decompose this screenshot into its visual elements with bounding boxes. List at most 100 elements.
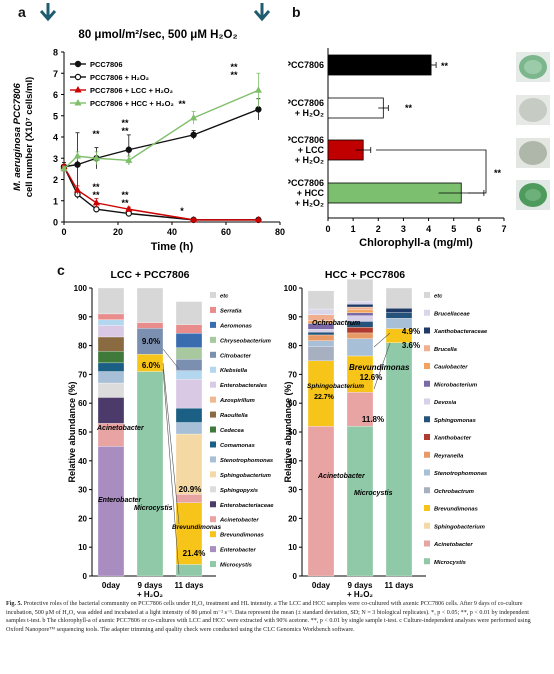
legend-entry: PCC7806 + HCC + H₂O₂: [90, 99, 174, 108]
legend-entry: Brucellaceae: [434, 311, 471, 317]
percent-label: 22.7%: [314, 394, 335, 401]
stacked-segment: [346, 327, 374, 334]
series-pcc7806: [60, 98, 262, 197]
sig-mark: **: [178, 99, 186, 109]
y-tick-label: 30: [78, 486, 87, 495]
arrow-down-icon: [39, 3, 57, 22]
legend-swatch: [210, 321, 216, 328]
stacked-segment: [346, 426, 374, 577]
category-label: + H₂O₂: [295, 108, 324, 118]
bar: [327, 97, 384, 119]
percent-label: 20.9%: [179, 485, 202, 494]
culture-photos: [516, 52, 550, 210]
y-tick-label: 50: [78, 428, 87, 437]
stacked-segment: [97, 319, 125, 326]
legend-entry: Ochrobactrum: [434, 489, 474, 495]
percent-label: 4.9%: [402, 327, 420, 336]
series-pcc7806-h-o-: [60, 163, 262, 224]
stacked-segment: [175, 422, 203, 435]
data-point: [190, 215, 198, 223]
legend-entry: Stenotrophomonas: [220, 458, 274, 464]
legend-entry: Sphingobacterium: [220, 473, 271, 479]
culture-photo: [516, 95, 550, 125]
data-point: [255, 106, 262, 113]
legend-entry: etc: [220, 294, 229, 300]
stacked-segment: [307, 360, 335, 427]
legend-entry: PCC7806: [90, 60, 123, 69]
sig-mark: **: [121, 198, 129, 208]
data-point: [125, 156, 133, 163]
legend-swatch: [424, 398, 430, 405]
legend-entry: Brevundimonas: [434, 507, 479, 513]
connector-lines: [162, 332, 391, 575]
y-tick-label: 80: [78, 342, 87, 351]
stacked-segment: [175, 502, 203, 565]
data-point: [92, 198, 100, 206]
lcc-chart-title: LCC + PCC7806: [110, 269, 189, 281]
legend-swatch: [210, 516, 216, 523]
legend-entry: Enterobacter: [220, 548, 257, 554]
x-tick-label: 80: [275, 227, 285, 237]
stacked-segment: [97, 397, 125, 424]
legend-entry: Microcystis: [434, 560, 467, 566]
stacked-segment: [175, 347, 203, 360]
sig-mark: **: [92, 190, 100, 200]
legend-entry: Raoultella: [220, 413, 248, 419]
y-tick-label: 100: [284, 284, 298, 293]
x-tick-label: 9 days: [348, 581, 373, 590]
stacked-segment: [307, 329, 335, 333]
legend-swatch: [424, 540, 430, 547]
stacked-segment: [175, 379, 203, 409]
culture-photo: [516, 52, 550, 82]
x-tick-label: 20: [113, 227, 123, 237]
significance-marks: ** ** ** ** ** ** ** ** ** ** *: [92, 62, 238, 216]
sig-mark: **: [92, 129, 100, 139]
y-axis-label: Relative abundance (%): [283, 381, 293, 482]
legend-entry: Klebsiella: [220, 368, 248, 374]
stacked-segment: [346, 309, 374, 313]
taxon-label: Enterobacter: [98, 497, 142, 504]
taxon-label: Microcystis: [354, 490, 393, 497]
legend-swatch: [210, 501, 216, 508]
stacked-segment: [97, 362, 125, 372]
legend-entry: Devosia: [434, 400, 457, 406]
legend-swatch: [210, 456, 216, 463]
x-axis-label: Chlorophyll-a (mg/ml): [359, 237, 473, 249]
legend-entry: Chryseobacterium: [220, 338, 271, 344]
y-axis-label-line2: cell number (X10⁷ cells/ml): [24, 77, 35, 198]
percent-label: 6.0%: [142, 361, 160, 370]
legend-entry: Stenotrophomonas: [434, 471, 488, 477]
y-tick-label: 70: [78, 370, 87, 379]
legend-entry: Microcystis: [220, 563, 253, 569]
stacked-segment: [175, 494, 203, 503]
stacked-segment: [307, 346, 335, 362]
legend-entry: Xanthobacteraceae: [433, 329, 488, 335]
stacked-segment: [175, 358, 203, 371]
x-tick-label: 6: [476, 224, 481, 234]
stacked-segment: [97, 351, 125, 364]
legend-swatch: [424, 522, 430, 529]
x-tick-label: + H₂O₂: [137, 590, 163, 599]
x-tick-label: 9 days: [138, 581, 163, 590]
y-tick-label: 50: [288, 428, 297, 437]
stacked-bar-panel-c: LCC + PCC7806 HCC + PCC7806 0 10 20 30 40 50 6…: [67, 269, 488, 599]
data-point: [190, 131, 197, 139]
y-tick-label: 10: [288, 543, 297, 552]
category-label: PCC7806: [288, 135, 324, 145]
stacked-segment: [175, 433, 203, 495]
y-tick-label: 40: [288, 457, 297, 466]
taxon-label: Acinetobacter: [96, 425, 145, 432]
sig-mark: **: [92, 182, 100, 192]
legend-swatch: [210, 486, 216, 493]
stacked-segment: [175, 333, 203, 348]
legend-swatch: [210, 531, 216, 538]
x-tick-label: 1: [351, 224, 356, 234]
data-point: [74, 85, 82, 93]
legend-entry: Microbacterium: [434, 382, 477, 388]
sig-mark: **: [494, 168, 502, 178]
caption-text: Protective roles of the bacterial commun…: [6, 601, 531, 633]
x-tick-label: 0: [61, 227, 66, 237]
legend-entry: Enterobacterales: [220, 383, 268, 389]
y-tick-label: 40: [78, 457, 87, 466]
